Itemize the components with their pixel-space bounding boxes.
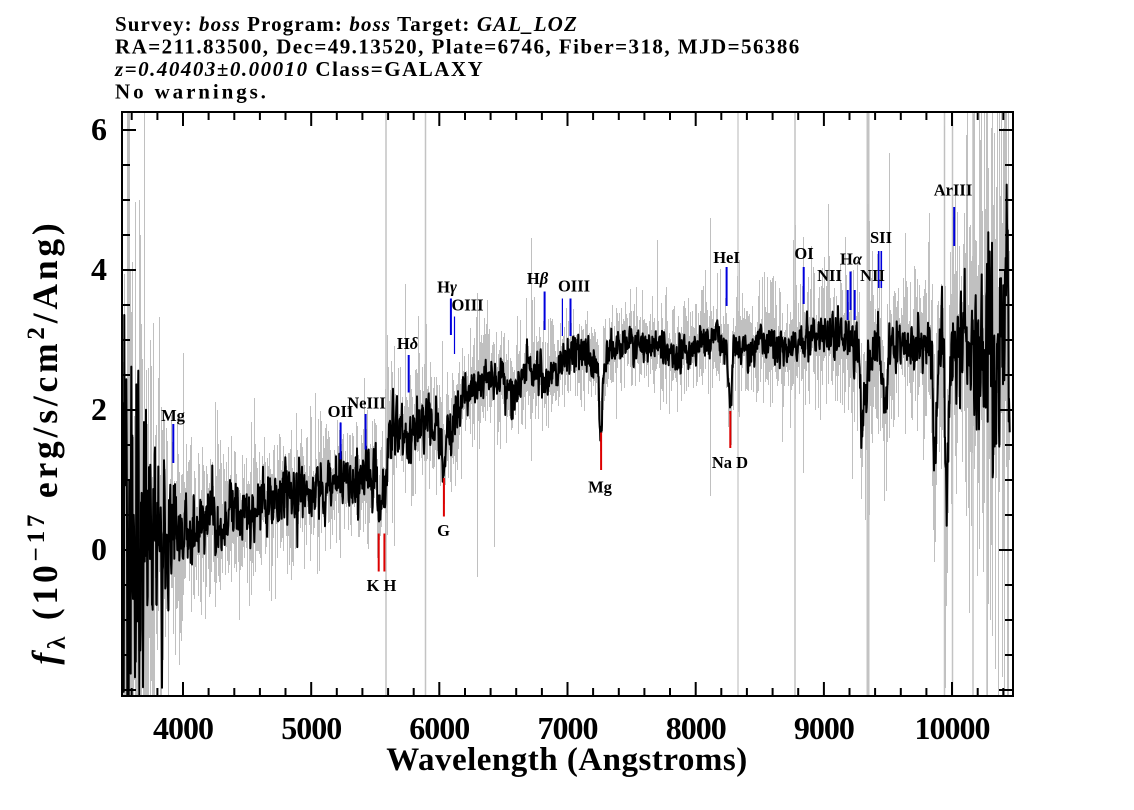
svg-text:ArIII: ArIII	[934, 181, 973, 200]
svg-text:NII: NII	[860, 266, 885, 285]
svg-text:Na D: Na D	[712, 453, 748, 472]
svg-text:G: G	[437, 521, 450, 540]
svg-text:K H: K H	[367, 576, 397, 595]
svg-text:HeI: HeI	[713, 248, 740, 267]
svg-text:6000: 6000	[409, 710, 469, 746]
svg-text:5000: 5000	[281, 710, 341, 746]
svg-text:Hα: Hα	[840, 250, 863, 269]
svg-text:2: 2	[91, 391, 107, 427]
svg-text:Survey: boss Program: boss Tar: Survey: boss Program: boss Target: GAL_L…	[115, 12, 578, 36]
svg-text:fλ (10−17 erg/s/cm2/Ang): fλ (10−17 erg/s/cm2/Ang)	[23, 219, 71, 664]
svg-text:9000: 9000	[794, 710, 854, 746]
svg-text:8000: 8000	[666, 710, 726, 746]
svg-text:Hδ: Hδ	[397, 334, 418, 353]
svg-text:Hγ: Hγ	[437, 278, 457, 297]
svg-text:7000: 7000	[538, 710, 598, 746]
svg-text:Wavelength (Angstroms): Wavelength (Angstroms)	[386, 742, 747, 778]
svg-text:OIII: OIII	[451, 296, 483, 315]
svg-text:4: 4	[91, 251, 107, 287]
svg-text:No warnings.: No warnings.	[115, 80, 269, 104]
svg-text:Hβ: Hβ	[527, 269, 549, 288]
svg-text:RA=211.83500, Dec=49.13520, Pl: RA=211.83500, Dec=49.13520, Plate=6746, …	[115, 35, 801, 59]
svg-text:OIII: OIII	[558, 277, 590, 296]
svg-text:6: 6	[91, 111, 107, 147]
svg-text:SII: SII	[870, 228, 892, 247]
svg-text:10000: 10000	[915, 710, 990, 746]
svg-text:NII: NII	[817, 266, 842, 285]
svg-text:Mg: Mg	[588, 478, 613, 497]
svg-text:OI: OI	[794, 244, 813, 263]
svg-text:NeIII: NeIII	[347, 394, 386, 413]
svg-text:z=0.40403±0.00010 Class=GALAXY: z=0.40403±0.00010 Class=GALAXY	[114, 57, 484, 81]
svg-text:Mg: Mg	[161, 406, 186, 425]
svg-text:0: 0	[91, 531, 107, 567]
svg-text:OII: OII	[328, 402, 354, 421]
svg-text:4000: 4000	[153, 710, 213, 746]
